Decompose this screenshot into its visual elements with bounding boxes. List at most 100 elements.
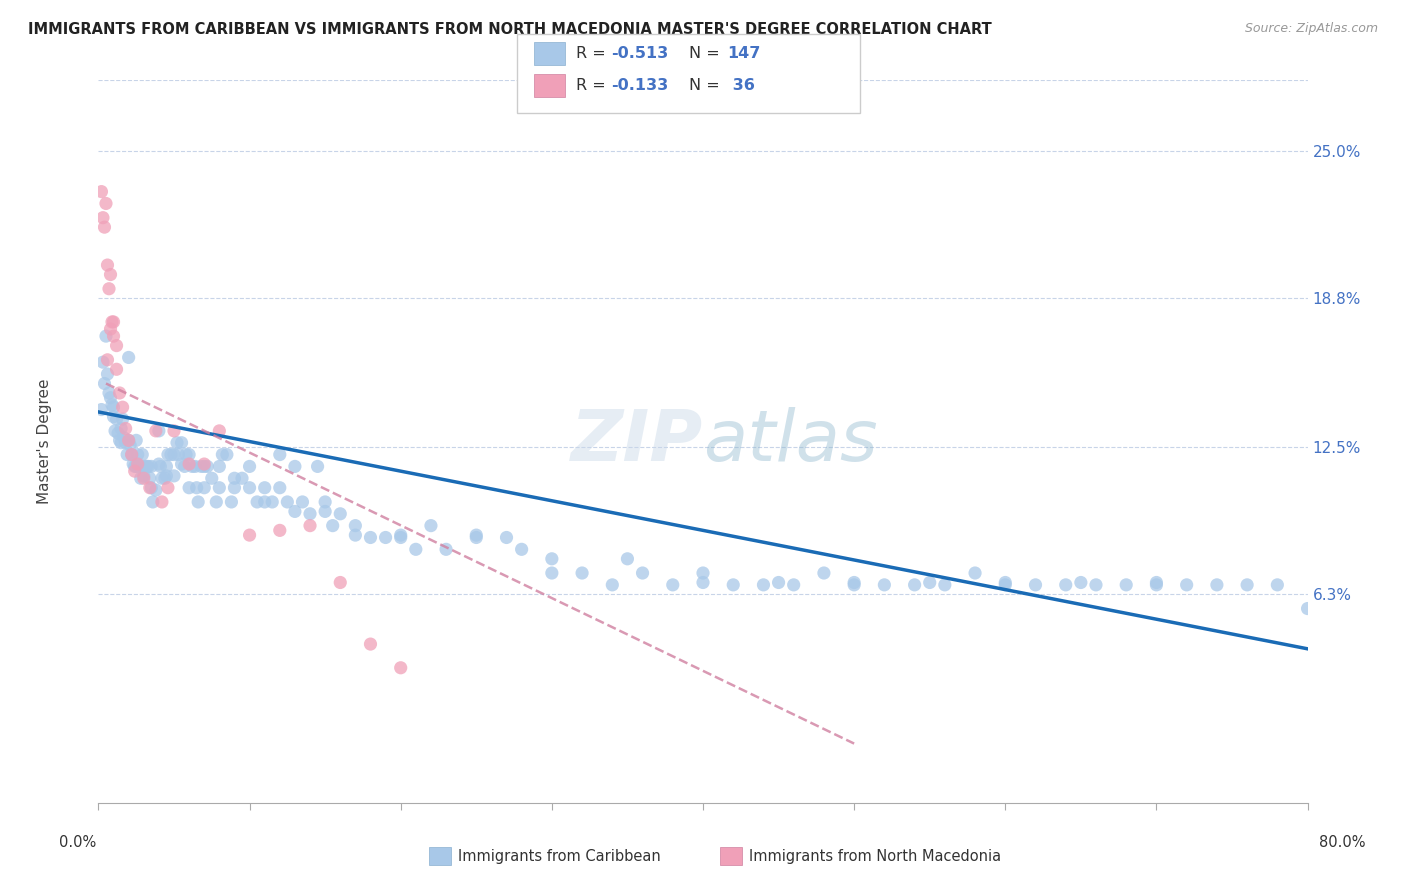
Point — [540, 566, 562, 580]
Point — [163, 469, 186, 483]
Point — [100, 391, 122, 405]
Point — [374, 531, 396, 545]
Point — [276, 495, 298, 509]
Point — [153, 471, 176, 485]
Point — [179, 457, 201, 471]
Point — [139, 471, 162, 485]
Point — [844, 578, 866, 592]
Point — [90, 402, 112, 417]
Point — [1175, 578, 1198, 592]
Point — [118, 351, 141, 365]
Point — [128, 459, 150, 474]
Point — [104, 424, 127, 438]
Point — [465, 528, 488, 542]
Point — [120, 438, 142, 452]
Point — [93, 220, 115, 235]
Text: 147: 147 — [727, 46, 761, 61]
Point — [190, 459, 212, 474]
Point — [692, 575, 714, 590]
Point — [389, 661, 412, 675]
Point — [155, 459, 177, 474]
Point — [239, 528, 262, 542]
Point — [344, 518, 367, 533]
Point — [124, 459, 146, 474]
Point — [360, 531, 382, 545]
Point — [783, 578, 806, 592]
Point — [163, 448, 186, 462]
Point — [186, 481, 208, 495]
Point — [510, 542, 533, 557]
Text: Source: ZipAtlas.com: Source: ZipAtlas.com — [1244, 22, 1378, 36]
Point — [768, 575, 790, 590]
Point — [231, 471, 253, 485]
Text: IMMIGRANTS FROM CARIBBEAN VS IMMIGRANTS FROM NORTH MACEDONIA MASTER'S DEGREE COR: IMMIGRANTS FROM CARIBBEAN VS IMMIGRANTS … — [28, 22, 991, 37]
Point — [314, 495, 336, 509]
Point — [193, 457, 215, 471]
Point — [111, 400, 134, 414]
Point — [284, 504, 307, 518]
Point — [239, 481, 262, 495]
Point — [344, 528, 367, 542]
Point — [105, 362, 128, 376]
Point — [307, 459, 329, 474]
Point — [101, 398, 124, 412]
Point — [174, 448, 197, 462]
Point — [105, 412, 128, 426]
Point — [239, 459, 262, 474]
Point — [692, 566, 714, 580]
Point — [262, 495, 284, 509]
Point — [96, 367, 118, 381]
Point — [434, 542, 457, 557]
Point — [170, 435, 193, 450]
Point — [179, 481, 201, 495]
Point — [221, 495, 243, 509]
Point — [1144, 578, 1167, 592]
Point — [125, 459, 148, 474]
Point — [1054, 578, 1077, 592]
Point — [184, 459, 207, 474]
Point — [155, 469, 177, 483]
Point — [187, 495, 209, 509]
Point — [114, 421, 136, 435]
Point — [602, 578, 624, 592]
Point — [94, 329, 117, 343]
Text: 80.0%: 80.0% — [1319, 836, 1367, 850]
Y-axis label: Master's Degree: Master's Degree — [37, 379, 52, 504]
Point — [118, 434, 141, 448]
Point — [181, 459, 204, 474]
Point — [115, 448, 138, 462]
Text: N =: N = — [689, 78, 725, 93]
Point — [103, 409, 125, 424]
Point — [163, 424, 186, 438]
Point — [994, 575, 1017, 590]
Point — [108, 386, 131, 401]
Point — [918, 575, 941, 590]
Point — [661, 578, 683, 592]
Point — [125, 434, 148, 448]
Point — [118, 434, 141, 448]
Point — [208, 459, 231, 474]
Point — [139, 481, 162, 495]
Point — [112, 431, 135, 445]
Point — [135, 459, 157, 474]
Point — [167, 448, 190, 462]
Text: atlas: atlas — [703, 407, 877, 476]
Point — [224, 481, 246, 495]
Point — [299, 518, 322, 533]
Point — [420, 518, 443, 533]
Text: 36: 36 — [727, 78, 755, 93]
Point — [148, 424, 170, 438]
Point — [211, 448, 233, 462]
Point — [299, 507, 322, 521]
Point — [965, 566, 987, 580]
Text: -0.513: -0.513 — [612, 46, 669, 61]
Point — [93, 376, 115, 391]
Point — [141, 459, 163, 474]
Point — [103, 400, 125, 414]
Point — [465, 531, 488, 545]
Point — [723, 578, 745, 592]
Point — [994, 578, 1017, 592]
Point — [108, 434, 131, 448]
Point — [107, 426, 129, 441]
Point — [1267, 578, 1289, 592]
